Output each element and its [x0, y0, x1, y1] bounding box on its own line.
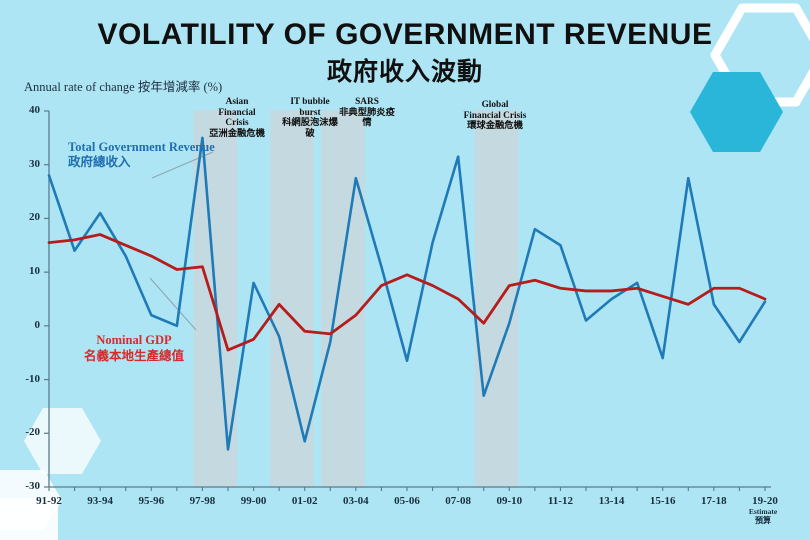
x-axis-estimate-note: Estimate 預算: [733, 507, 793, 525]
x-tick-97-98: 97-98: [189, 495, 216, 507]
series-label-nominal-gdp: Nominal GDP 名義本地生產總值: [84, 333, 184, 364]
data-series: [47, 136, 767, 451]
y-tick-40: 40: [29, 104, 40, 116]
series-label-revenue-zh: 政府總收入: [68, 153, 131, 169]
event-label-zh: 環球金融危機: [467, 120, 523, 132]
event-shaded-bands: [193, 110, 519, 487]
y-axis-unit-note: Annual rate of change 按年增減率 (%): [24, 80, 223, 94]
x-tick-13-14: 13-14: [598, 495, 625, 507]
x-tick-03-04: 03-04: [343, 495, 369, 507]
x-tick-91-92: 91-92: [36, 495, 62, 507]
event-band-3: [321, 110, 365, 487]
event-band-2: [270, 110, 314, 487]
page-title-zh: 政府收入波動: [326, 57, 483, 86]
y-tick--20: -20: [25, 426, 40, 439]
x-tick-15-16: 15-16: [649, 495, 676, 507]
series-label-total-government-revenue: Total Government Revenue 政府總收入: [68, 140, 215, 169]
y-tick-10: 10: [29, 265, 40, 278]
estimate-note-zh: 預算: [755, 515, 771, 525]
page-title-en: VOLATILITY OF GOVERNMENT REVENUE: [97, 18, 713, 51]
chart-axes: [44, 110, 771, 491]
event-label-4: Global Financial Crisis 環球金融危機: [462, 100, 528, 132]
y-tick-20: 20: [29, 211, 40, 224]
x-tick-07-08: 07-08: [445, 495, 471, 507]
x-tick-09-10: 09-10: [496, 495, 523, 507]
series-label-revenue-en: Total Government Revenue: [68, 140, 215, 154]
x-tick-11-12: 11-12: [547, 495, 573, 507]
series-label-gdp-zh: 名義本地生產總值: [84, 348, 185, 363]
event-label-2: IT bubble burst 科網股泡沫爆破: [280, 97, 340, 139]
x-tick-05-06: 05-06: [394, 495, 420, 507]
x-tick-99-00: 99-00: [240, 495, 267, 507]
x-tick-93-94: 93-94: [87, 495, 113, 507]
x-tick-19-20: 19-20: [752, 495, 778, 507]
x-tick-01-02: 01-02: [291, 495, 318, 507]
y-tick--30: -30: [25, 480, 40, 492]
event-label-en: Asian Financial Crisis: [218, 97, 256, 129]
x-tick-95-96: 95-96: [138, 495, 165, 507]
event-label-en: Global Financial Crisis: [463, 100, 527, 121]
series-line-nominal-gdp: [47, 233, 767, 352]
event-label-en: IT bubble burst: [290, 97, 330, 118]
event-label-zh: 亞洲金融危機: [209, 127, 265, 139]
series-line-total-government-revenue: [47, 136, 767, 451]
y-tick-30: 30: [29, 157, 40, 170]
series-label-gdp-en: Nominal GDP: [96, 333, 172, 347]
event-label-zh: 科網股泡沫爆破: [282, 117, 338, 139]
y-tick-0: 0: [34, 318, 41, 331]
event-band-4: [474, 110, 519, 487]
y-tick--10: -10: [25, 372, 40, 385]
x-tick-17-18: 17-18: [701, 495, 727, 507]
event-label-1: Asian Financial Crisis 亞洲金融危機: [206, 97, 268, 139]
event-label-3: SARS 非典型肺炎疫情: [338, 97, 396, 129]
estimate-note-en: Estimate: [748, 507, 778, 516]
event-label-zh: 非典型肺炎疫情: [339, 106, 395, 129]
event-label-en: SARS: [355, 97, 379, 107]
